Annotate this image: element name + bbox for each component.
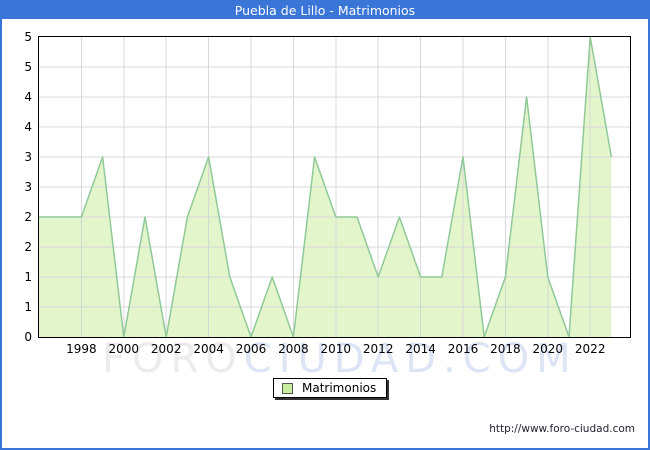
watermark-part1: FORO [102,336,244,382]
area-fill [39,37,612,337]
legend-label: Matrimonios [302,381,377,395]
x-tick-label: 2004 [193,342,224,356]
x-tick-label: 2016 [447,342,479,356]
x-tick-label: 2018 [490,342,521,356]
plot-area [38,36,631,338]
watermark-part2: CIUDAD.COM [243,336,578,382]
chart-title: Puebla de Lillo - Matrimonios [2,2,648,19]
y-tick-label: 5 [24,60,32,74]
y-tick-label: 2 [24,210,32,224]
legend-swatch [282,382,293,394]
y-tick-label: 3 [24,150,32,164]
y-tick-label: 5 [24,30,32,44]
x-tick-label: 1998 [66,342,97,356]
area-chart-svg [39,37,630,337]
legend: Matrimonios [273,378,388,398]
site-url: http://www.foro-ciudad.com [489,423,635,435]
x-tick-label: 2006 [235,342,267,356]
area-line [39,37,613,337]
x-tick-label: 2008 [278,342,309,356]
x-tick-label: 2012 [362,342,394,356]
y-tick-label: 4 [24,90,32,104]
y-tick-label: 3 [24,180,32,194]
x-tick-label: 2020 [532,342,564,356]
y-tick-label: 0 [24,330,32,344]
gridlines [39,37,630,337]
x-tick-label: 2014 [405,342,436,356]
x-tick-label: 2002 [150,342,182,356]
x-tick-label: 2000 [108,342,140,356]
y-tick-label: 1 [24,270,32,284]
y-tick-label: 1 [24,300,32,314]
y-tick-label: 2 [24,240,32,254]
x-tick-label: 2022 [574,342,606,356]
watermark: FOROCIUDAD.COM [102,336,648,382]
y-tick-label: 4 [24,120,32,134]
x-tick-label: 2010 [320,342,352,356]
